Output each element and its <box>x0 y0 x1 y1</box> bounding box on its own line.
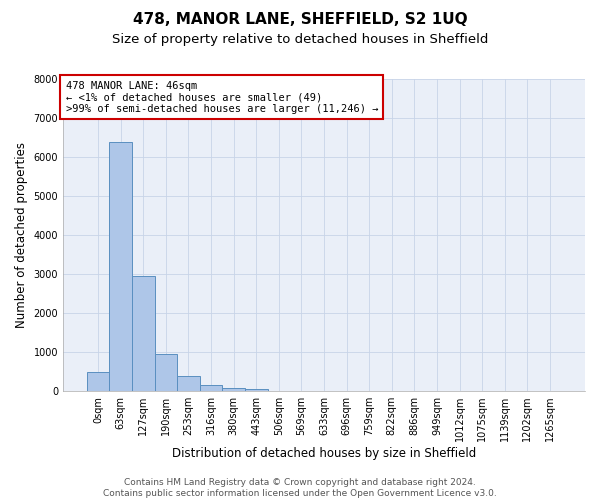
Bar <box>87 372 109 391</box>
Bar <box>223 388 245 391</box>
Text: 478, MANOR LANE, SHEFFIELD, S2 1UQ: 478, MANOR LANE, SHEFFIELD, S2 1UQ <box>133 12 467 28</box>
Bar <box>245 389 268 391</box>
Text: Contains HM Land Registry data © Crown copyright and database right 2024.
Contai: Contains HM Land Registry data © Crown c… <box>103 478 497 498</box>
Bar <box>109 142 132 391</box>
Bar <box>177 376 200 391</box>
Bar <box>132 276 155 391</box>
Text: 478 MANOR LANE: 46sqm
← <1% of detached houses are smaller (49)
>99% of semi-det: 478 MANOR LANE: 46sqm ← <1% of detached … <box>65 80 378 114</box>
Bar <box>200 385 223 391</box>
Bar <box>155 354 177 391</box>
X-axis label: Distribution of detached houses by size in Sheffield: Distribution of detached houses by size … <box>172 447 476 460</box>
Text: Size of property relative to detached houses in Sheffield: Size of property relative to detached ho… <box>112 32 488 46</box>
Y-axis label: Number of detached properties: Number of detached properties <box>15 142 28 328</box>
